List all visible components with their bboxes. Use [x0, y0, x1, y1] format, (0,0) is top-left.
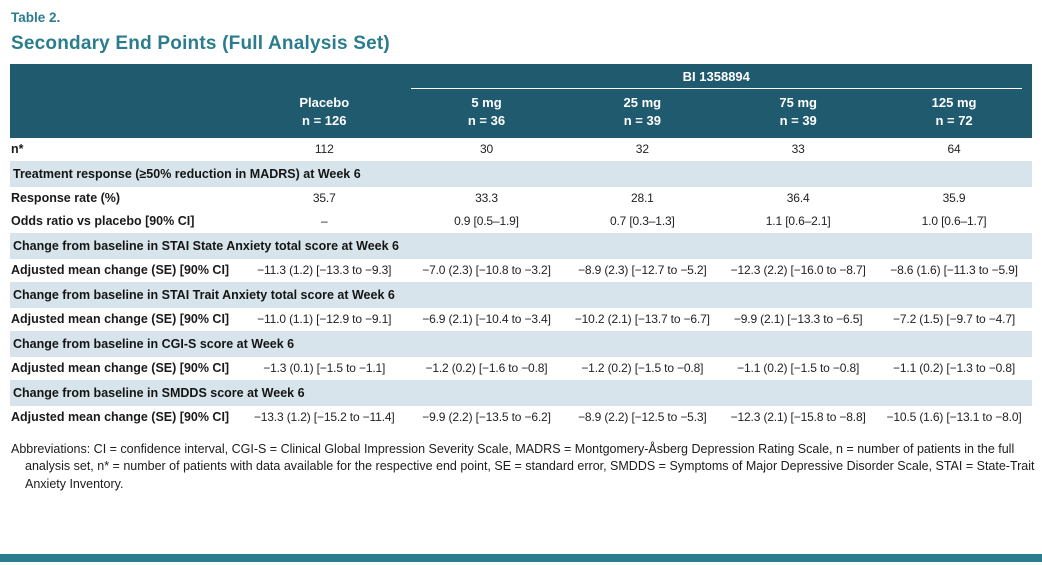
row-label: Adjusted mean change (SE) [90% CI]	[10, 308, 240, 332]
value-cell: 35.7	[239, 187, 409, 211]
table-row: Adjusted mean change (SE) [90% CI] −13.3 …	[10, 406, 1032, 430]
value-cell: –	[239, 210, 409, 234]
value-cell: −10.5 (1.6) [−13.1 to −8.0]	[876, 406, 1032, 430]
value-cell: 33	[720, 138, 877, 162]
column-header-25mg: 25 mg n = 39	[564, 89, 721, 139]
value-cell: −13.3 (1.2) [−15.2 to −11.4]	[239, 406, 409, 430]
section-row: Treatment response (≥50% reduction in MA…	[10, 161, 1032, 188]
table-header: BI 1358894 Placebo n = 126 5 mg n = 36 2…	[10, 64, 1032, 139]
column-sample-size: n = 72	[935, 112, 973, 128]
value-cell: −9.9 (2.2) [−13.5 to −6.2]	[408, 406, 565, 430]
section-label: Change from baseline in CGI-S score at W…	[10, 331, 1032, 358]
secondary-endpoints-table: BI 1358894 Placebo n = 126 5 mg n = 36 2…	[10, 64, 1032, 430]
section-label: Change from baseline in SMDDS score at W…	[10, 380, 1032, 407]
table-number-label: Table 2.	[11, 10, 61, 25]
value-cell: 33.3	[408, 187, 565, 211]
section-row: Change from baseline in STAI State Anxie…	[10, 233, 1032, 260]
bottom-accent-bar	[0, 554, 1042, 562]
row-label: Adjusted mean change (SE) [90% CI]	[10, 259, 240, 283]
row-label: n*	[10, 138, 240, 162]
table-title: Secondary End Points (Full Analysis Set)	[11, 33, 390, 54]
value-cell: −10.2 (2.1) [−13.7 to −6.7]	[564, 308, 721, 332]
row-label: Adjusted mean change (SE) [90% CI]	[10, 357, 240, 381]
value-cell: −9.9 (2.1) [−13.3 to −6.5]	[720, 308, 877, 332]
row-label: Odds ratio vs placebo [90% CI]	[10, 210, 240, 234]
table-row: Odds ratio vs placebo [90% CI] –0.9 [0.5–…	[10, 210, 1032, 234]
section-label: Change from baseline in STAI Trait Anxie…	[10, 282, 1032, 309]
value-cell: −1.2 (0.2) [−1.6 to −0.8]	[408, 357, 565, 381]
value-cell: 64	[876, 138, 1032, 162]
column-sample-size: n = 126	[302, 112, 347, 128]
group-header-row: BI 1358894	[10, 64, 1032, 89]
column-name: 75 mg	[779, 95, 817, 110]
column-header-125mg: 125 mg n = 72	[876, 89, 1032, 139]
value-cell: 112	[239, 138, 409, 162]
section-label: Change from baseline in STAI State Anxie…	[10, 233, 1032, 260]
value-cell: −1.1 (0.2) [−1.5 to −0.8]	[720, 357, 877, 381]
value-cell: −1.2 (0.2) [−1.5 to −0.8]	[564, 357, 721, 381]
section-label: Treatment response (≥50% reduction in MA…	[10, 161, 1032, 188]
table-row: Adjusted mean change (SE) [90% CI] −1.3 (…	[10, 357, 1032, 381]
value-cell: 35.9	[876, 187, 1032, 211]
value-cell: 36.4	[720, 187, 877, 211]
value-cell: −1.3 (0.1) [−1.5 to −1.1]	[239, 357, 409, 381]
value-cell: −7.0 (2.3) [−10.8 to −3.2]	[408, 259, 565, 283]
value-cell: 0.9 [0.5–1.9]	[408, 210, 565, 234]
column-name: 25 mg	[623, 95, 662, 110]
section-row: Change from baseline in SMDDS score at W…	[10, 380, 1032, 407]
column-name: Placebo	[299, 95, 350, 110]
value-cell: 28.1	[564, 187, 721, 211]
row-label-column-header	[10, 89, 240, 139]
column-header-row: Placebo n = 126 5 mg n = 36 25 mg n = 39…	[10, 89, 1032, 139]
value-cell: −12.3 (2.2) [−16.0 to −8.7]	[720, 259, 877, 283]
section-row: Change from baseline in CGI-S score at W…	[10, 331, 1032, 358]
group-label-text: BI 1358894	[410, 64, 1022, 89]
value-cell: −6.9 (2.1) [−10.4 to −3.4]	[408, 308, 565, 332]
value-cell: −1.1 (0.2) [−1.3 to −0.8]	[876, 357, 1032, 381]
value-cell: 1.0 [0.6–1.7]	[876, 210, 1032, 234]
value-cell: −12.3 (2.1) [−15.8 to −8.8]	[720, 406, 877, 430]
column-header-75mg: 75 mg n = 39	[720, 89, 877, 139]
value-cell: 32	[564, 138, 721, 162]
row-label: Adjusted mean change (SE) [90% CI]	[10, 406, 240, 430]
table-row: Adjusted mean change (SE) [90% CI] −11.0 …	[10, 308, 1032, 332]
column-name: 5 mg	[471, 95, 502, 110]
column-name: 125 mg	[931, 95, 977, 110]
value-cell: 1.1 [0.6–2.1]	[720, 210, 877, 234]
table-body: n* 112 30 32 33 64 Treatment response (≥50% re…	[10, 138, 1032, 430]
treatment-group-header: BI 1358894	[408, 64, 1032, 89]
value-cell: −11.0 (1.1) [−12.9 to −9.1]	[239, 308, 409, 332]
value-cell: 0.7 [0.3–1.3]	[564, 210, 721, 234]
value-cell: 30	[408, 138, 565, 162]
value-cell: −8.6 (1.6) [−11.3 to −5.9]	[876, 259, 1032, 283]
column-sample-size: n = 36	[467, 112, 506, 128]
column-header-5mg: 5 mg n = 36	[408, 89, 565, 139]
value-cell: −8.9 (2.3) [−12.7 to −5.2]	[564, 259, 721, 283]
column-sample-size: n = 39	[779, 112, 817, 128]
section-row: Change from baseline in STAI Trait Anxie…	[10, 282, 1032, 309]
group-header-spacer	[10, 64, 409, 89]
row-label: Response rate (%)	[10, 187, 240, 211]
value-cell: −7.2 (1.5) [−9.7 to −4.7]	[876, 308, 1032, 332]
value-cell: −8.9 (2.2) [−12.5 to −5.3]	[564, 406, 721, 430]
page: Table 2. Secondary End Points (Full Anal…	[10, 10, 1035, 491]
column-sample-size: n = 39	[623, 112, 661, 128]
abbreviations-footnote: Abbreviations: CI = confidence interval,…	[11, 442, 1035, 491]
value-cell: −11.3 (1.2) [−13.3 to −9.3]	[239, 259, 409, 283]
table-row: Response rate (%) 35.7 33.3 28.1 36.4 35.9	[10, 187, 1032, 211]
table-row: Adjusted mean change (SE) [90% CI] −11.3 …	[10, 259, 1032, 283]
table-row: n* 112 30 32 33 64	[10, 138, 1032, 162]
column-header-placebo: Placebo n = 126	[239, 89, 409, 139]
